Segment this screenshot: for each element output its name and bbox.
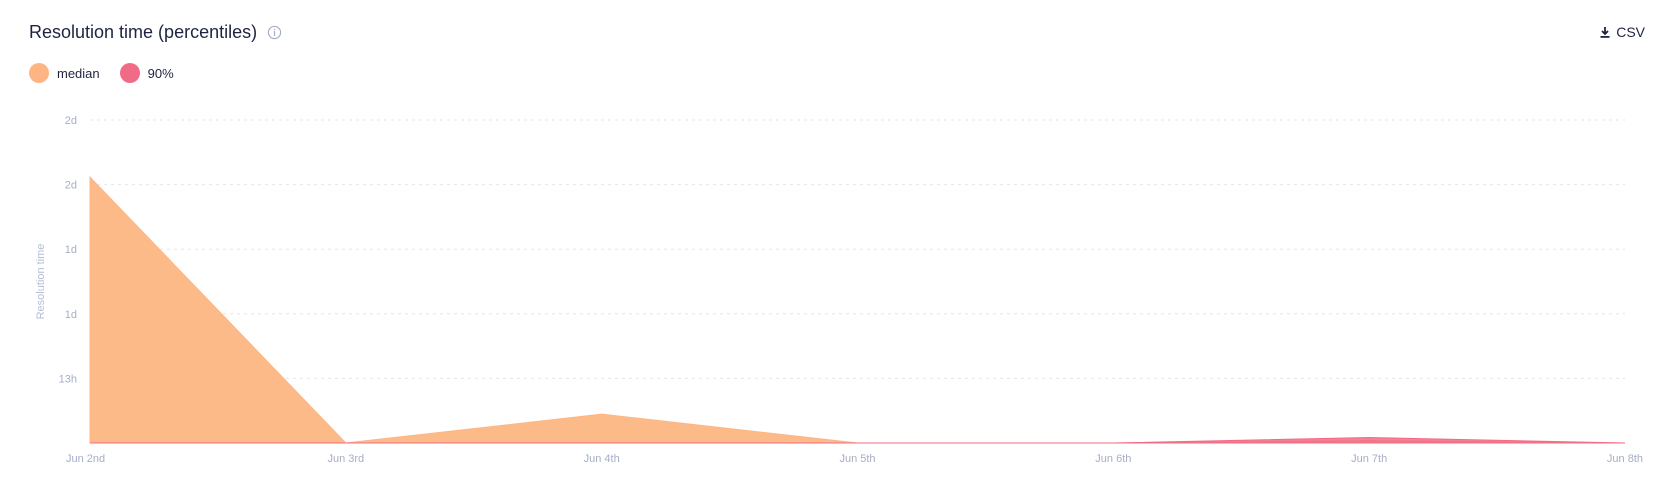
area-90[interactable] xyxy=(90,437,1626,444)
info-icon[interactable] xyxy=(267,25,282,40)
legend-swatch-median xyxy=(29,63,49,83)
legend-label-median: median xyxy=(57,65,100,81)
x-tick-label: Jun 4th xyxy=(584,453,620,465)
legend-item-median[interactable]: median xyxy=(29,63,100,83)
y-axis-label: Resolution time xyxy=(35,244,47,320)
csv-label: CSV xyxy=(1616,24,1645,40)
y-tick-label: 1d xyxy=(65,309,77,321)
y-tick-label: 13h xyxy=(59,373,77,385)
chart-title: Resolution time (percentiles) xyxy=(29,22,282,43)
x-tick-label: Jun 2nd xyxy=(66,453,105,465)
legend-label-90: 90% xyxy=(147,65,174,81)
x-tick-label: Jun 6th xyxy=(1095,453,1131,465)
download-icon xyxy=(1600,26,1610,38)
legend: median 90% xyxy=(29,63,174,83)
y-tick-label: 2d xyxy=(65,115,77,127)
chart-title-text: Resolution time (percentiles) xyxy=(29,22,258,42)
x-tick-label: Jun 3rd xyxy=(327,453,364,465)
csv-download-button[interactable]: CSV xyxy=(1600,24,1645,40)
x-tick-label: Jun 8th xyxy=(1607,453,1643,465)
y-tick-label: 2d xyxy=(65,180,77,192)
legend-item-90[interactable]: 90% xyxy=(119,63,174,83)
x-tick-label: Jun 7th xyxy=(1351,453,1387,465)
area-median[interactable] xyxy=(89,175,1626,444)
x-tick-label: Jun 5th xyxy=(839,453,875,465)
y-tick-label: 1d xyxy=(65,244,77,256)
legend-swatch-90 xyxy=(119,63,140,83)
